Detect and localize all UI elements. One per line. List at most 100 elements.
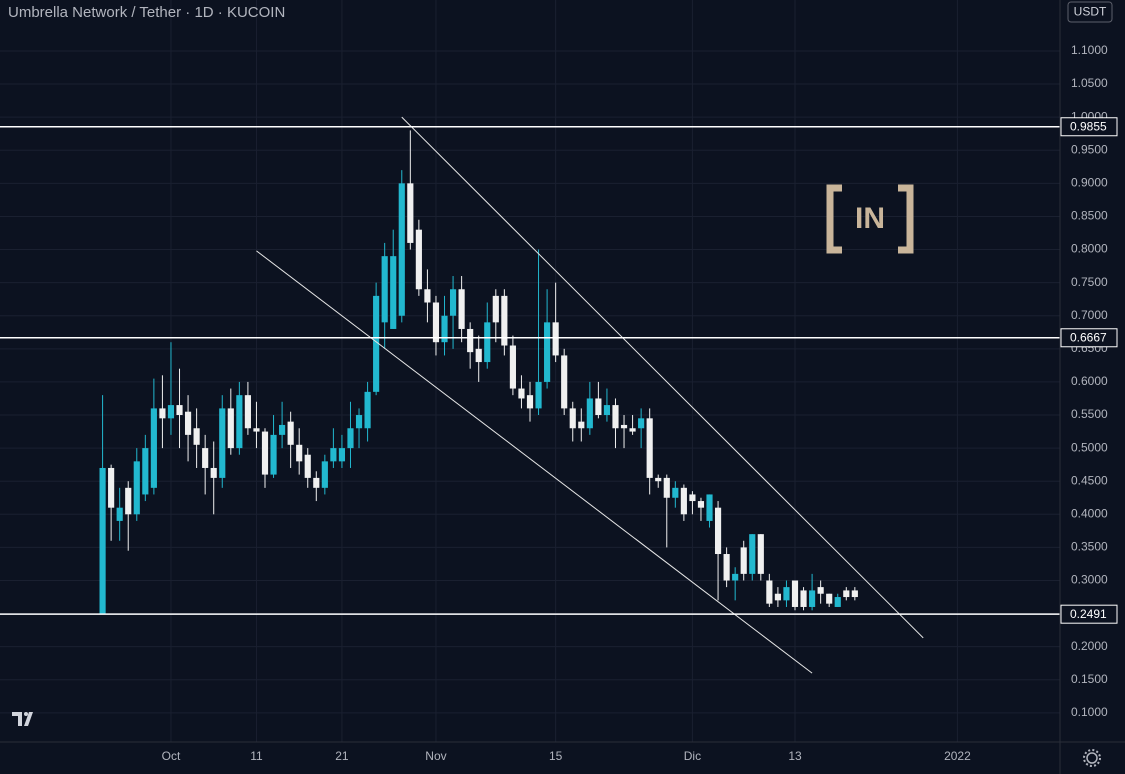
candle-body — [672, 487, 679, 498]
candle-body — [774, 593, 781, 601]
candle-body — [176, 405, 183, 416]
candle-body — [586, 398, 593, 429]
candle-body — [646, 418, 653, 478]
y-tick-label: 0.6000 — [1071, 374, 1108, 388]
candle-body — [270, 434, 277, 475]
y-tick-label: 0.9500 — [1071, 142, 1108, 156]
candle-body — [193, 428, 200, 445]
candle-body — [441, 315, 448, 343]
candle-body — [99, 467, 106, 615]
x-tick-label: 15 — [549, 749, 563, 763]
candle-body — [800, 590, 807, 607]
candle-body — [184, 411, 192, 435]
candle-body — [697, 501, 705, 508]
candle-body — [552, 322, 559, 356]
candle-body — [467, 328, 474, 353]
x-tick-label: Oct — [162, 749, 181, 763]
gear-teeth[interactable] — [1083, 749, 1101, 767]
candle-body — [227, 408, 234, 449]
candle-body — [330, 448, 337, 462]
candle-body — [740, 547, 747, 574]
currency[interactable]: USDT — [1074, 5, 1107, 19]
y-tick-label: 1.1000 — [1071, 43, 1108, 57]
candle-body — [723, 554, 730, 581]
trend-line — [401, 116, 924, 639]
candle-body — [663, 477, 670, 498]
level-label-box — [1060, 117, 1118, 137]
tv-logo — [12, 712, 33, 726]
candle-body — [150, 408, 157, 488]
candle-body — [449, 289, 457, 316]
candle-body — [338, 448, 346, 462]
candle-body — [826, 593, 833, 604]
candle-body — [116, 507, 123, 521]
candle-body — [509, 345, 516, 389]
candle-body — [817, 587, 824, 594]
logo-text: IN — [855, 202, 885, 235]
candle-body — [210, 467, 217, 478]
y-tick-label: 1.0500 — [1071, 76, 1108, 90]
candle-body — [655, 477, 662, 482]
level-label-box — [1060, 328, 1118, 348]
currency-box[interactable] — [1067, 1, 1113, 23]
x-tick-label: Dic — [684, 749, 701, 763]
axis: 0.10000.15000.20000.25000.30000.35000.40… — [162, 43, 1118, 763]
plot — [0, 116, 1060, 674]
candle-body — [518, 388, 525, 399]
y-tick-label: 0.8500 — [1071, 209, 1108, 223]
y-tick-label: 0.7500 — [1071, 275, 1108, 289]
candle-body — [689, 494, 696, 502]
candle-body — [202, 448, 209, 468]
x-tick-label: Nov — [425, 749, 446, 763]
gear[interactable] — [1086, 752, 1098, 764]
candle-body — [834, 597, 841, 607]
x-tick-label: 2022 — [944, 749, 971, 763]
y-tick-label: 0.9000 — [1071, 176, 1108, 190]
candle-body — [492, 295, 499, 323]
y-tick-label: 0.3000 — [1071, 573, 1108, 587]
candle-body — [843, 590, 850, 598]
y-tick-label: 0.4000 — [1071, 506, 1108, 520]
tv-icon-dot — [24, 712, 28, 716]
candle-body — [321, 461, 328, 488]
candle-body — [766, 580, 773, 604]
candle-body — [757, 534, 764, 574]
candle-body — [364, 391, 371, 429]
candle-body — [167, 405, 175, 419]
candle-body — [791, 580, 799, 607]
candle-body — [851, 590, 858, 598]
candle-body — [475, 348, 482, 363]
candle-body — [373, 295, 380, 392]
x-tick-label: 13 — [788, 749, 802, 763]
candle-body — [749, 534, 756, 574]
level-label: 0.2491 — [1070, 607, 1107, 621]
candle-body — [432, 302, 440, 343]
x-tick-label: 21 — [335, 749, 349, 763]
trend-line — [256, 250, 813, 674]
settings-icon[interactable] — [1083, 749, 1101, 767]
candle-body — [714, 507, 722, 555]
candle-body — [390, 256, 397, 329]
candle-body — [244, 395, 251, 429]
candle-body — [355, 415, 363, 429]
candle-body — [680, 487, 687, 515]
candle-body — [133, 461, 140, 515]
candle-body — [381, 256, 388, 323]
candle-body — [484, 322, 491, 363]
y-tick-label: 0.1500 — [1071, 672, 1108, 686]
level-label: 0.9855 — [1070, 119, 1107, 133]
logo-bracket — [826, 184, 914, 254]
candle-body — [501, 295, 508, 346]
candle-body — [296, 444, 303, 462]
chart-title: Umbrella Network / Tether · 1D · KUCOIN — [8, 4, 285, 21]
candle-body — [424, 289, 431, 303]
candle-body — [159, 408, 166, 419]
x-tick-label: 11 — [250, 749, 263, 763]
candle-body — [236, 395, 243, 449]
candle-body — [629, 428, 636, 432]
candle-body — [569, 408, 576, 429]
candle-body — [603, 405, 611, 416]
y-tick-label: 0.2000 — [1071, 639, 1108, 653]
